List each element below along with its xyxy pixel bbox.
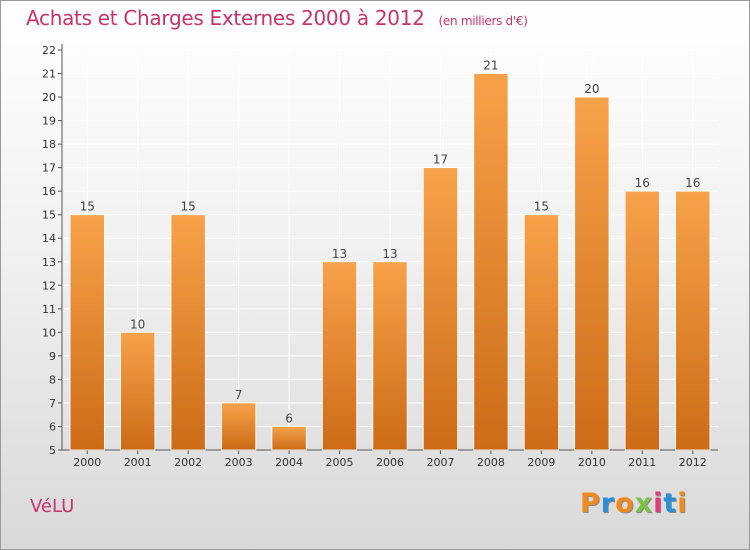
data-label: 21 (483, 59, 498, 73)
y-tick-label: 14 (42, 232, 56, 245)
logo-letter: r (600, 488, 616, 519)
bar (321, 261, 358, 451)
axes: 5 6 7 8 9 10 11 12 13 14 15 16 17 18 19 20 21 22 2000 2001 2… (42, 44, 718, 469)
x-tick-label: 2000 (73, 456, 101, 469)
y-tick-label: 21 (42, 68, 56, 81)
data-label: 15 (80, 200, 95, 214)
y-tick-label: 10 (42, 326, 56, 339)
y-tick-label: 6 (49, 420, 56, 433)
data-label: 15 (534, 200, 549, 214)
data-label: 20 (584, 82, 599, 96)
logo-letter: o (615, 488, 635, 519)
y-tick-label: 9 (49, 350, 56, 363)
x-tick-label: 2005 (326, 456, 354, 469)
logo-letter: i (677, 488, 688, 519)
bars (69, 73, 711, 451)
bar (675, 190, 711, 451)
y-tick-label: 12 (42, 279, 56, 292)
x-tick-label: 2002 (174, 456, 202, 469)
bar (624, 190, 660, 451)
bar (120, 331, 156, 451)
data-label: 6 (285, 411, 293, 425)
bar (372, 261, 408, 451)
x-tick-label: 2011 (628, 456, 656, 469)
data-label: 17 (433, 153, 448, 167)
commune-name: VéLU (30, 496, 75, 517)
y-tick-label: 15 (42, 209, 56, 222)
data-label: 15 (181, 200, 196, 214)
chart-title: Achats et Charges Externes 2000 à 2012 (26, 6, 425, 30)
data-label: 13 (382, 247, 397, 261)
y-tick-label: 16 (42, 185, 56, 198)
bar (574, 96, 610, 451)
y-tick-label: 5 (49, 444, 56, 457)
y-tick-label: 20 (42, 91, 56, 104)
x-tick-label: 2001 (124, 456, 152, 469)
x-tick-label: 2012 (679, 456, 707, 469)
y-tick-label: 17 (42, 162, 56, 175)
bar (473, 73, 509, 451)
data-label: 10 (130, 317, 145, 331)
logo-letter: i (653, 488, 664, 519)
bar (170, 214, 206, 451)
x-tick-label: 2010 (578, 456, 606, 469)
chart-subtitle: (en milliers d'€) (438, 14, 528, 28)
data-label: 16 (685, 176, 700, 190)
data-label: 7 (235, 388, 243, 402)
logo-letter: P (580, 488, 601, 519)
x-tick-label: 2006 (376, 456, 404, 469)
y-tick-label: 11 (42, 303, 56, 316)
bar (523, 214, 559, 451)
x-tick-label: 2003 (225, 456, 253, 469)
bar (221, 402, 257, 451)
bar (271, 426, 307, 451)
logo-letter: x (634, 488, 654, 519)
y-tick-label: 7 (49, 397, 56, 410)
x-tick-label: 2004 (275, 456, 303, 469)
y-tick-label: 18 (42, 138, 56, 151)
data-label: 13 (332, 247, 347, 261)
proxiti-logo: Proxiti (580, 488, 688, 519)
y-tick-label: 19 (42, 115, 56, 128)
chart-title-block: Achats et Charges Externes 2000 à 2012 (e… (26, 6, 528, 30)
bar (69, 214, 105, 451)
data-label: 16 (635, 176, 650, 190)
bar (422, 167, 459, 451)
y-tick-label: 13 (42, 256, 56, 269)
data-labels: 15 10 15 7 6 13 13 17 21 15 20 16 16 (80, 59, 701, 426)
x-tick-label: 2009 (527, 456, 555, 469)
y-tick-label: 22 (42, 44, 56, 57)
y-tick-label: 8 (49, 373, 56, 386)
x-tick-label: 2007 (426, 456, 454, 469)
x-tick-label: 2008 (477, 456, 505, 469)
logo-letter: t (663, 488, 678, 519)
